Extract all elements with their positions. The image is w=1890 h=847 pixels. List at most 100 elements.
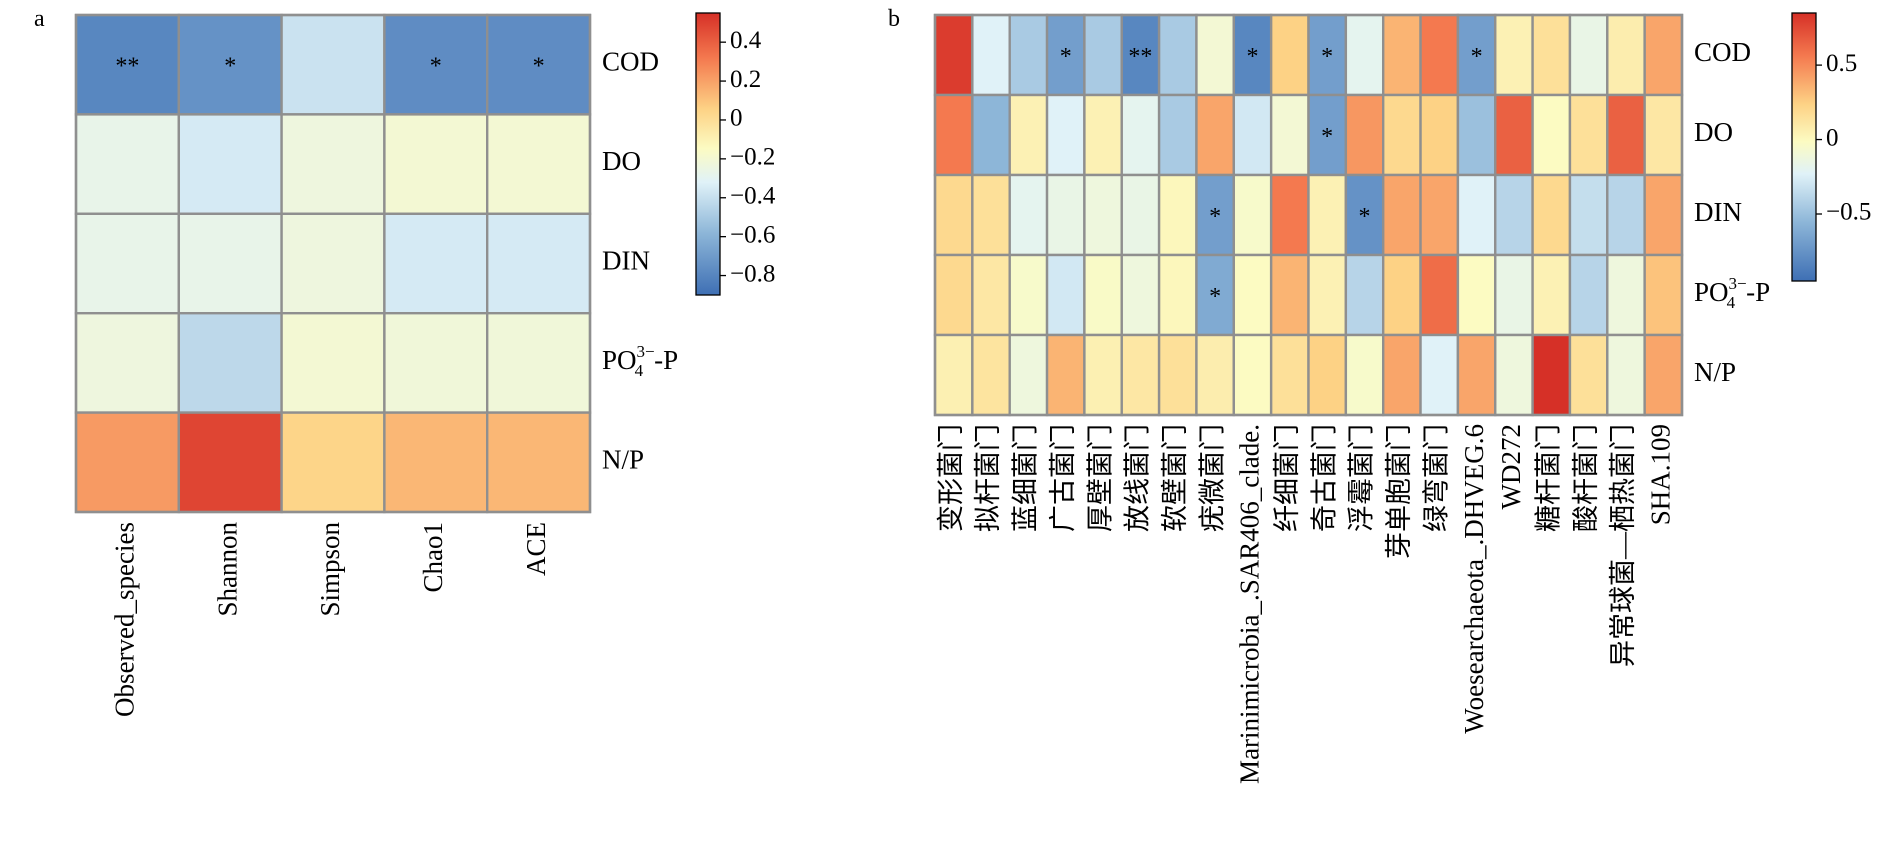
heatmap-cell: [74, 411, 181, 514]
heatmap-cell: [1494, 173, 1534, 257]
heatmap-cell: [1381, 13, 1422, 97]
colorbar-tick-label: 0.4: [730, 27, 762, 54]
heatmap-cell: [1381, 173, 1422, 257]
heatmap-cell: [933, 93, 974, 177]
column-label: 广古菌门: [1048, 424, 1078, 532]
column-label: 厚壁菌门: [1085, 424, 1115, 532]
heatmap-cell: [933, 13, 974, 97]
heatmap-cell: [1269, 253, 1310, 337]
row-label: DIN: [1694, 197, 1742, 227]
heatmap-cell: [1531, 93, 1572, 177]
heatmap-frame: [933, 13, 1684, 417]
heatmap-cell: [177, 13, 283, 116]
panel-b-column-labels: 变形菌门 拟杆菌门 蓝细菌门 广古菌门 厚壁菌门 放线菌门 软壁菌门 疣微菌门 Marinimi…: [936, 424, 1676, 784]
colorbar-tick-label: −0.2: [730, 144, 775, 171]
heatmap-cell: [1494, 13, 1534, 97]
heatmap-cell: [1157, 253, 1198, 337]
significance-mark: *: [1471, 44, 1483, 70]
column-label: 糖杆菌门: [1533, 424, 1563, 532]
heatmap-cell: [1344, 93, 1385, 177]
heatmap-cell: [1419, 253, 1460, 337]
heatmap-cell: [971, 173, 1011, 257]
heatmap-cell: [1344, 253, 1385, 337]
heatmap-cell: [971, 13, 1011, 97]
heatmap-cell: [1120, 253, 1161, 337]
column-label: SHA.109: [1646, 424, 1676, 525]
column-label: 异常球菌—栖热菌门: [1608, 424, 1638, 667]
heatmap-cell: [486, 312, 592, 414]
column-label: 绿弯菌门: [1421, 424, 1451, 532]
panel-b-colorbar-gradient: [1792, 13, 1816, 281]
heatmap-cell: [1120, 333, 1161, 417]
heatmap-cell: [1307, 253, 1348, 337]
panel-a-significance: ** * * *: [115, 54, 544, 80]
heatmap-cell: [1643, 13, 1684, 97]
heatmap-cell: [280, 113, 386, 216]
heatmap-cell: [1157, 13, 1198, 97]
heatmap-cell: [1419, 13, 1460, 97]
heatmap-cell: [1045, 253, 1086, 337]
heatmap-cell: [1232, 253, 1273, 337]
heatmap-cell: [177, 113, 283, 216]
panel-a-label: a: [34, 6, 45, 32]
column-label: 拟杆菌门: [973, 424, 1003, 532]
heatmap-cell: [1456, 93, 1497, 177]
heatmap-cell: [1568, 173, 1609, 257]
heatmap-cell: [1008, 93, 1049, 177]
heatmap-cell: [1456, 253, 1497, 337]
heatmap-cell: [177, 212, 283, 315]
row-label: N/P: [602, 445, 644, 475]
heatmap-cell: [1157, 93, 1198, 177]
significance-mark: **: [115, 54, 139, 80]
panel-a-colorbar-ticks: 0.4 0.2 0 −0.2 −0.4 −0.6 −0.8: [720, 27, 776, 287]
colorbar-tick-label: −0.6: [730, 221, 775, 248]
heatmap-cell: [1531, 333, 1572, 417]
heatmap-cell: [933, 253, 974, 337]
column-label: 纤细菌门: [1272, 424, 1302, 532]
heatmap-cell: [1269, 333, 1310, 417]
row-label: COD: [602, 47, 659, 77]
heatmap-cell: [1232, 333, 1273, 417]
heatmap-frame: [74, 13, 592, 514]
panel-a-colorbar: 0.4 0.2 0 −0.2 −0.4 −0.6 −0.8: [695, 12, 776, 296]
colorbar-tick-label: 0.2: [730, 66, 761, 93]
heatmap-cell: [74, 312, 181, 414]
column-label: Woesearchaeota_.DHVEG.6: [1459, 424, 1489, 734]
significance-mark: *: [1359, 204, 1371, 230]
column-label: 奇古菌门: [1309, 424, 1339, 532]
heatmap-cell: [1008, 333, 1049, 417]
heatmap-cell: [1456, 333, 1497, 417]
heatmap-cell: [1568, 13, 1609, 97]
heatmap-cell: [1307, 333, 1348, 417]
column-label: Shannon: [212, 522, 242, 617]
significance-mark: *: [224, 54, 236, 80]
heatmap-cell: [486, 212, 592, 315]
column-label: Marinimicrobia_.SAR406_clade.: [1235, 424, 1265, 784]
panel-a-row-labels: COD DO DIN PO3− 4 -P N/P: [602, 47, 678, 475]
heatmap-cell: [74, 113, 181, 216]
significance-mark: *: [1060, 44, 1072, 70]
heatmap-cell: [1606, 173, 1646, 257]
heatmap-cell: [1606, 13, 1646, 97]
heatmap-cell: [280, 13, 386, 116]
heatmap-cell: [1232, 93, 1273, 177]
heatmap-cell: [1643, 253, 1684, 337]
heatmap-cell: [1157, 173, 1198, 257]
row-label: DO: [1694, 117, 1733, 147]
colorbar-tick-label: −0.8: [730, 260, 775, 287]
heatmap-cell: [1568, 253, 1609, 337]
heatmap-cell: [1606, 253, 1646, 337]
column-label: 疣微菌门: [1197, 424, 1227, 532]
significance-mark: *: [430, 54, 442, 80]
row-label: PO3− 4 -P: [602, 342, 678, 380]
row-label: COD: [1694, 37, 1751, 67]
heatmap-cell: [933, 173, 974, 257]
significance-mark: *: [1246, 44, 1258, 70]
panel-a-colorbar-gradient: [696, 13, 720, 295]
heatmap-cell: [486, 411, 592, 514]
panel-b-colorbar: 0.5 0 −0.5: [1791, 12, 1871, 282]
colorbar-tick-label: −0.5: [1826, 199, 1871, 226]
column-label: 变形菌门: [936, 424, 966, 532]
